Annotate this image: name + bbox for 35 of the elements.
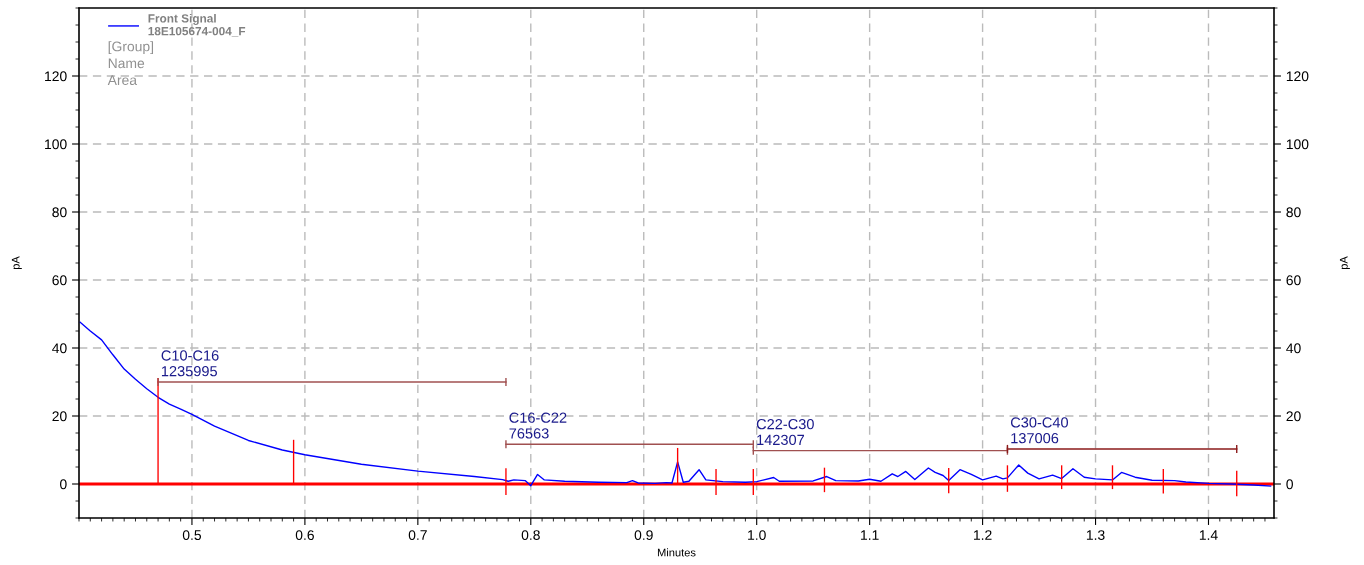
y-tick-label: 40 <box>52 343 67 354</box>
y2-tick-label: 20 <box>1286 411 1301 422</box>
y2-tick-label: 80 <box>1286 207 1301 218</box>
annotation: C10-C16 1235995 <box>161 350 219 377</box>
annotation: C16-C22 76563 <box>509 412 567 439</box>
y-tick-label: 20 <box>52 411 67 422</box>
y2-tick-label: 100 <box>1286 139 1309 150</box>
y-tick-label: 80 <box>52 207 67 218</box>
annotation: Name <box>108 58 145 69</box>
annotation: Area <box>107 75 138 86</box>
y2-tick-label: 60 <box>1286 275 1301 286</box>
y2-tick-label: 40 <box>1286 343 1301 354</box>
x-tick-label: 1.3 <box>1086 530 1105 541</box>
x-axis-title: Minutes <box>657 548 696 557</box>
x-tick-label: 0.6 <box>295 530 314 541</box>
y2-tick-label: 120 <box>1286 71 1309 82</box>
annotation: C30-C40 137006 <box>1010 417 1069 444</box>
y-tick-label: 100 <box>45 139 67 150</box>
x-tick-label: 0.8 <box>521 530 540 541</box>
y-axis-title: pA <box>11 256 22 270</box>
x-tick-label: 1.0 <box>748 530 766 541</box>
x-tick-label: 0.9 <box>634 530 653 541</box>
y-tick-label: 60 <box>52 275 67 286</box>
y2-axis-title: pA <box>1339 256 1350 270</box>
annotation: [Group] <box>108 41 154 55</box>
y-tick-label: 120 <box>45 71 67 82</box>
x-tick-label: 1.4 <box>1199 530 1218 540</box>
x-tick-label: 1.2 <box>974 530 992 540</box>
x-tick-label: 0.7 <box>408 530 427 541</box>
x-tick-label: 0.5 <box>182 530 202 541</box>
y2-tick-label: 0 <box>1286 479 1293 490</box>
x-tick-label: 1.1 <box>861 530 879 540</box>
annotation: C22-C30 142307 <box>756 418 814 446</box>
legend-label: Front Signal 18E105674-004_F <box>148 13 246 37</box>
y-tick-label: 0 <box>60 479 67 490</box>
